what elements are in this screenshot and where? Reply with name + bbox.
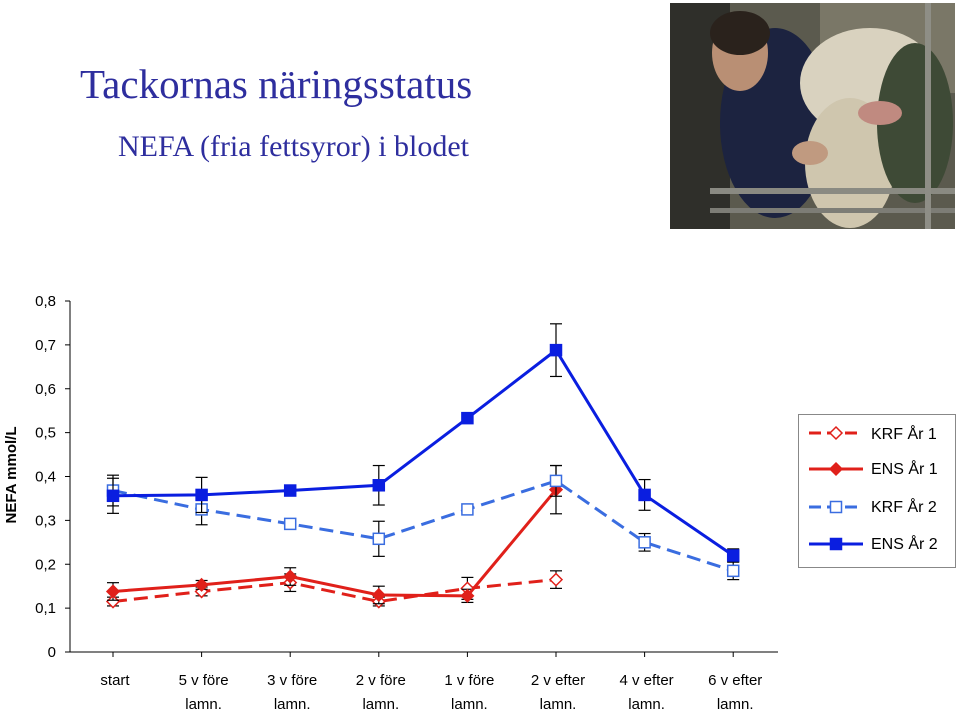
x-tick-label-line: 2 v efter: [531, 672, 585, 689]
x-tick-label-line: lamn.: [362, 696, 399, 712]
series-group: [105, 464, 564, 605]
data-point-marker: [283, 484, 297, 497]
photo-illustration: [670, 3, 955, 229]
series-line: [112, 488, 558, 598]
legend-label: ENS År 1: [871, 461, 938, 478]
data-point-marker: [461, 411, 474, 425]
legend-label: KRF År 1: [871, 426, 937, 443]
x-tick-label: 3 v före lamn.: [267, 672, 317, 712]
chart-series: [105, 323, 740, 609]
x-tick-label-line: lamn.: [540, 696, 577, 712]
legend-item: KRF År 1: [799, 421, 955, 451]
x-tick-label: 2 v efter lamn.: [531, 672, 585, 712]
series-line: [112, 347, 735, 557]
x-tick-label-line: 6 v efter: [708, 672, 762, 689]
x-tick-label-line: start: [100, 672, 130, 689]
sheep-blood-sampling-photo: [670, 3, 955, 229]
data-point-marker: [549, 343, 563, 357]
x-tick-label-line: lamn.: [274, 696, 311, 712]
data-point-marker: [726, 564, 740, 578]
x-tick-label-line: 4 v efter: [619, 672, 673, 689]
data-point-marker: [829, 500, 843, 514]
data-point-marker: [638, 536, 651, 549]
page-subtitle: NEFA (fria fettsyror) i blodet: [118, 130, 470, 163]
y-tick-label: 0,2: [35, 556, 56, 573]
x-tick-label: 5 v före lamn.: [179, 672, 229, 712]
y-tick-label: 0,4: [35, 469, 56, 486]
legend-label: KRF År 2: [871, 499, 937, 516]
data-point-marker: [372, 479, 386, 492]
x-tick-label-line: 2 v före: [356, 672, 406, 689]
series-line: [112, 578, 557, 604]
data-point-marker: [829, 537, 843, 551]
x-tick-label: 4 v efter lamn.: [619, 672, 673, 712]
data-point-marker: [549, 474, 563, 488]
x-tick-label-line: 1 v före: [444, 672, 494, 689]
series-group: [106, 323, 740, 563]
data-point-marker: [548, 572, 564, 587]
data-point-marker: [461, 503, 474, 516]
x-tick-label-line: lamn.: [717, 696, 754, 712]
data-point-marker: [460, 588, 475, 603]
y-tick-label: 0,3: [35, 512, 56, 529]
data-point-marker: [828, 425, 844, 441]
page-title: Tackornas näringsstatus: [80, 61, 473, 107]
y-tick-label: 0: [48, 644, 56, 661]
data-point-marker: [106, 489, 120, 503]
data-point-marker: [105, 594, 121, 609]
legend-item: ENS År 1: [799, 456, 955, 486]
x-tick-label: 6 v efter lamn.: [708, 672, 762, 712]
data-point-marker: [283, 569, 298, 584]
data-point-marker: [828, 461, 844, 477]
data-point-marker: [372, 532, 386, 546]
chart-axes: 0 0,1 0,2 0,3 0,4 0,5 0,6 0,7 0,8 start 5 v före la…: [35, 293, 778, 712]
legend-label: ENS År 2: [871, 536, 938, 553]
y-tick-label: 0,5: [35, 425, 56, 442]
y-tick-label: 0,1: [35, 600, 56, 617]
data-point-marker: [105, 584, 121, 599]
y-tick-label: 0,8: [35, 293, 56, 310]
x-tick-label: 2 v före lamn.: [356, 672, 406, 712]
data-point-marker: [371, 587, 386, 603]
data-point-marker: [195, 488, 208, 502]
x-tick-label-line: lamn.: [185, 696, 222, 712]
data-point-marker: [194, 577, 209, 592]
x-tick-label: 1 v före lamn.: [444, 672, 494, 712]
y-axis-label: NEFA mmol/L: [3, 427, 20, 524]
chart-legend: KRF År 1 ENS År 1 KRF År 2 ENS År 2: [798, 414, 956, 568]
legend-item: ENS År 2: [799, 531, 955, 561]
series-line: [112, 479, 734, 573]
x-tick-label-line: lamn.: [628, 696, 665, 712]
data-point-marker: [638, 488, 651, 502]
legend-item: KRF År 2: [799, 494, 955, 524]
data-point-marker: [283, 517, 297, 531]
x-tick-label: start: [100, 672, 130, 689]
x-tick-label-line: lamn.: [451, 696, 488, 712]
x-tick-label-line: 5 v före: [179, 672, 229, 689]
y-tick-label: 0,7: [35, 337, 56, 354]
series-group: [105, 570, 564, 609]
x-tick-label-line: 3 v före: [267, 672, 317, 689]
data-point-marker: [726, 549, 740, 562]
legend-markers: [809, 425, 863, 551]
y-tick-label: 0,6: [35, 381, 56, 398]
